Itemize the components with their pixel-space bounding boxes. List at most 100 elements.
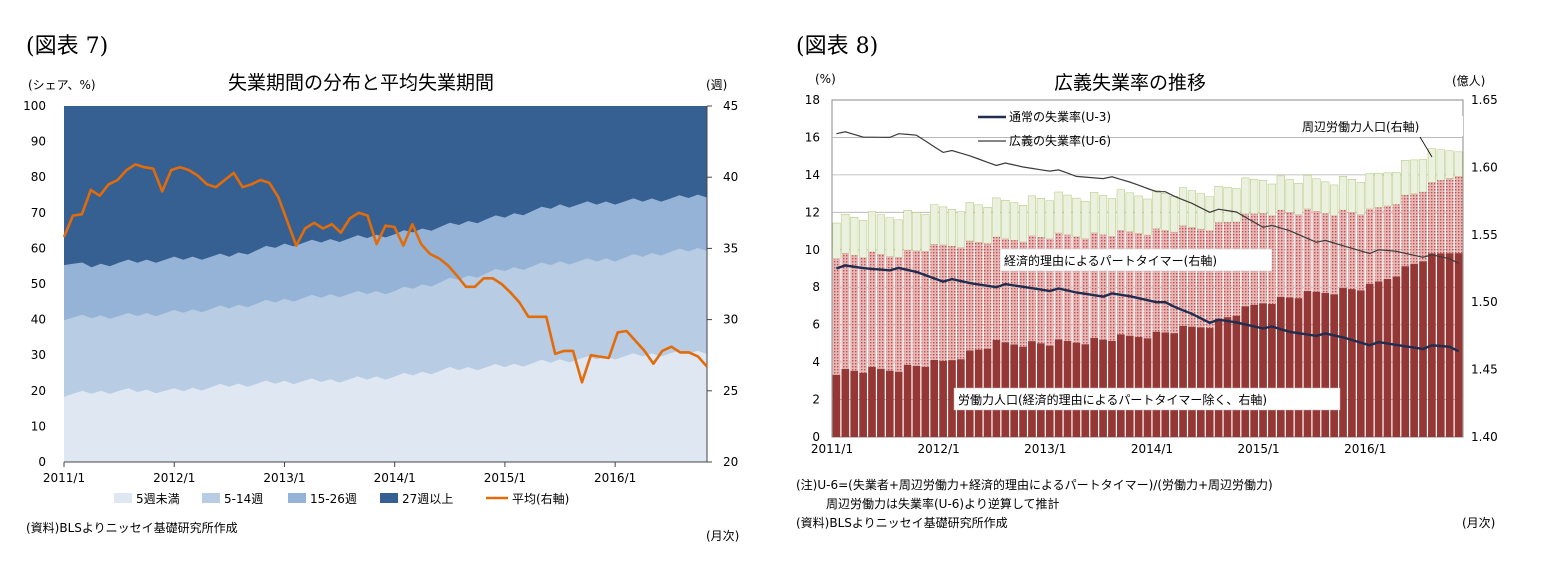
y-left-tick-label: 6 <box>812 318 820 332</box>
bar-parttime <box>965 240 974 351</box>
bar-marginal <box>1161 193 1170 231</box>
bar-labor-force <box>1383 278 1392 437</box>
bar-marginal <box>992 197 1001 238</box>
legend-u6-label: 広義の失業率(U-6) <box>1009 133 1111 148</box>
bar-parttime <box>1001 238 1010 343</box>
bar-labor-force <box>1356 290 1365 437</box>
bar-labor-force <box>1410 263 1418 437</box>
bar-marginal <box>1116 189 1125 231</box>
y-left-tick-label: 70 <box>31 206 46 220</box>
bar-labor-force <box>948 360 956 437</box>
bar-marginal <box>1125 192 1134 233</box>
bar-parttime <box>1125 231 1134 336</box>
figure8-right-unit: (億人) <box>1452 74 1486 88</box>
bar-labor-force <box>1259 303 1267 437</box>
bar-parttime <box>1108 236 1116 341</box>
x-tick-label: 2012/1 <box>153 471 195 485</box>
bar-parttime <box>1152 228 1161 332</box>
bar-marginal <box>1036 198 1045 238</box>
legend-5-14w-swatch <box>202 493 220 503</box>
bar-labor-force <box>1392 276 1401 437</box>
bar-marginal <box>1081 200 1090 239</box>
bar-labor-force <box>850 370 859 437</box>
bar-labor-force <box>1214 318 1223 437</box>
bar-labor-force <box>1090 338 1099 437</box>
bar-marginal <box>1454 151 1463 177</box>
y-left-tick-label: 90 <box>31 135 46 149</box>
bar-marginal <box>1338 175 1348 211</box>
bar-labor-force <box>832 374 841 437</box>
x-tick-label: 2016/1 <box>1344 442 1386 456</box>
bar-labor-force <box>1303 291 1312 437</box>
bar-labor-force <box>1365 283 1374 437</box>
annot-marginal-pointer <box>1419 136 1433 158</box>
bar-marginal <box>1232 188 1241 223</box>
bar-parttime <box>1303 208 1312 292</box>
bar-parttime <box>1019 241 1027 347</box>
bar-marginal <box>1436 149 1445 181</box>
bar-parttime <box>1321 213 1330 294</box>
legend-under-5w-label: 5週未満 <box>136 492 180 506</box>
y-right-tick-label: 1.60 <box>1471 160 1498 174</box>
bar-labor-force <box>1250 304 1258 437</box>
x-tick-label: 2012/1 <box>918 442 960 456</box>
bar-labor-force <box>1348 289 1356 437</box>
bar-labor-force <box>1241 306 1250 437</box>
legend-15-26w-swatch <box>288 493 306 503</box>
bar-parttime <box>1081 238 1090 345</box>
bar-marginal <box>1214 185 1223 223</box>
y-right-tick-label: 25 <box>723 384 738 398</box>
bar-marginal <box>1134 195 1143 234</box>
bar-labor-force <box>939 360 947 437</box>
bar-marginal <box>1143 198 1152 236</box>
bar-marginal <box>1258 180 1268 214</box>
y-left-tick-label: 10 <box>805 243 820 257</box>
legend-27w-plus-swatch <box>380 493 398 503</box>
bar-parttime <box>877 254 885 369</box>
y-left-tick-label: 80 <box>31 170 46 184</box>
y-right-tick-label: 1.50 <box>1471 295 1498 309</box>
bar-marginal <box>1365 173 1374 210</box>
y-left-tick-label: 16 <box>805 130 820 144</box>
bar-labor-force <box>1125 335 1134 437</box>
bar-parttime <box>1374 207 1383 282</box>
bar-labor-force <box>1143 338 1152 437</box>
bar-parttime <box>1330 215 1338 295</box>
legend-27w-plus-label: 27週以上 <box>402 492 453 506</box>
bar-labor-force <box>1205 328 1214 437</box>
bar-marginal <box>1418 159 1428 193</box>
bar-parttime <box>1188 227 1196 327</box>
bar-labor-force <box>1285 297 1294 437</box>
annot-parttime-box <box>999 248 1273 272</box>
bar-labor-force <box>1232 315 1241 437</box>
x-tick-label: 2011/1 <box>811 442 853 456</box>
avg-duration-line <box>62 163 708 384</box>
y-right-tick-label: 1.40 <box>1471 430 1498 444</box>
y-right-tick-label: 40 <box>723 170 738 184</box>
y-right-tick-label: 1.55 <box>1471 228 1498 242</box>
bar-marginal <box>1054 191 1063 234</box>
y-left-tick-label: 0 <box>38 455 46 469</box>
bar-parttime <box>1116 230 1125 335</box>
bar-marginal <box>1063 194 1072 236</box>
bar-marginal <box>921 214 930 252</box>
bar-parttime <box>1170 232 1179 334</box>
bar-marginal <box>1276 175 1285 211</box>
y-left-tick-label: 18 <box>805 93 820 107</box>
figure8-frequency: (月次) <box>1462 516 1496 530</box>
bar-parttime <box>983 243 992 349</box>
bar-parttime <box>1410 193 1418 264</box>
y-left-tick-label: 100 <box>23 99 46 113</box>
bar-marginal <box>947 209 957 247</box>
bar-marginal <box>1196 193 1205 230</box>
bar-parttime <box>939 244 947 361</box>
figure8-left-unit: (%) <box>815 72 836 86</box>
bar-parttime <box>1090 232 1099 339</box>
y-right-tick-label: 30 <box>723 313 738 327</box>
bar-marginal <box>1223 187 1232 223</box>
y-left-tick-label: 2 <box>812 393 820 407</box>
bar-marginal <box>1187 190 1196 228</box>
bar-marginal <box>859 220 868 258</box>
figure7-label: (図表 7) <box>26 34 109 59</box>
bar-parttime <box>1072 236 1081 343</box>
